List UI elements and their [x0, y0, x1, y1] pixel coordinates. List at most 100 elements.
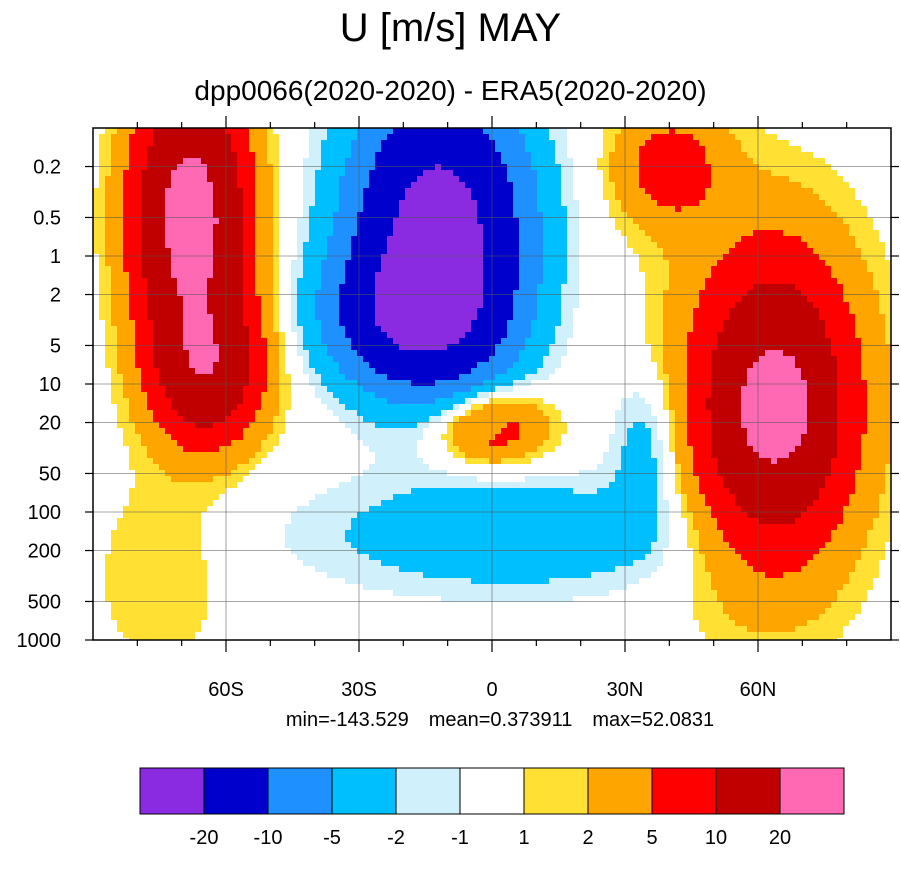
- contour-cell: [699, 140, 742, 147]
- contour-cell: [537, 368, 556, 375]
- colorbar-label: -20: [190, 827, 219, 849]
- contour-cell: [327, 572, 424, 579]
- contour-cell: [243, 296, 262, 303]
- contour-cell: [861, 254, 886, 261]
- contour-cell: [735, 242, 808, 249]
- contour-cell: [675, 482, 682, 489]
- contour-cell: [129, 134, 154, 141]
- contour-cell: [753, 284, 796, 291]
- contour-cell: [267, 134, 280, 141]
- contour-cell: [207, 506, 298, 513]
- contour-cell: [477, 362, 514, 369]
- contour-cell: [507, 176, 538, 183]
- contour-cell: [99, 170, 112, 177]
- contour-cell: [669, 392, 688, 399]
- contour-cell: [489, 134, 526, 141]
- contour-cell: [873, 272, 891, 279]
- contour-cell: [705, 494, 736, 501]
- contour-cell: [291, 374, 310, 381]
- y-tick-label: 50: [39, 463, 61, 485]
- contour-cell: [279, 230, 298, 237]
- contour-cell: [309, 500, 382, 507]
- contour-cell: [465, 452, 526, 459]
- y-tick-label: 20: [39, 413, 61, 435]
- contour-cell: [819, 194, 856, 201]
- contour-cell: [285, 524, 352, 531]
- contour-cell: [615, 566, 658, 573]
- contour-cell: [93, 326, 106, 333]
- contour-cell: [687, 500, 706, 507]
- contour-cell: [447, 344, 496, 351]
- contour-cell: [573, 332, 646, 339]
- contour-cell: [207, 596, 442, 603]
- contour-cell: [579, 236, 628, 243]
- contour-cell: [195, 638, 706, 640]
- contour-cell: [297, 554, 370, 561]
- contour-cell: [177, 164, 208, 171]
- contour-cell: [213, 206, 244, 213]
- contour-cell: [255, 212, 274, 219]
- contour-cell: [537, 170, 562, 177]
- contour-cell: [369, 182, 412, 189]
- contour-cell: [687, 338, 718, 345]
- contour-cell: [543, 272, 568, 279]
- contour-cell: [513, 194, 538, 201]
- contour-cell: [213, 182, 238, 189]
- contour-cell: [861, 608, 891, 615]
- contour-cell: [669, 542, 688, 549]
- contour-cell: [303, 242, 328, 249]
- contour-cell: [477, 392, 490, 399]
- contour-cell: [783, 350, 832, 357]
- contour-cell: [807, 398, 838, 405]
- contour-cell: [381, 326, 472, 333]
- contour-cell: [165, 206, 214, 213]
- contour-cell: [453, 416, 460, 423]
- contour-cell: [537, 188, 562, 195]
- contour-cell: [747, 428, 808, 435]
- contour-cell: [249, 134, 268, 141]
- contour-cell: [663, 332, 688, 339]
- contour-cell: [657, 374, 670, 381]
- contour-cell: [885, 326, 891, 333]
- contour-cell: [567, 266, 580, 273]
- contour-cell: [447, 422, 454, 429]
- contour-cell: [819, 614, 856, 621]
- contour-cell: [105, 338, 118, 345]
- contour-cell: [693, 608, 724, 615]
- contour-cell: [687, 374, 712, 381]
- contour-cell: [153, 326, 184, 333]
- contour-cell: [129, 638, 196, 640]
- contour-cell: [639, 254, 664, 261]
- contour-cell: [579, 266, 640, 273]
- contour-cell: [117, 362, 136, 369]
- contour-cell: [495, 140, 526, 147]
- contour-cell: [291, 308, 298, 315]
- contour-cell: [555, 338, 568, 345]
- contour-cell: [855, 482, 886, 489]
- contour-cell: [795, 518, 844, 525]
- contour-cell: [105, 596, 208, 603]
- contour-cell: [141, 386, 166, 393]
- contour-cell: [285, 536, 346, 543]
- contour-cell: [729, 314, 820, 321]
- contour-cell: [375, 278, 484, 285]
- contour-cell: [141, 230, 166, 237]
- contour-cell: [723, 254, 820, 261]
- contour-cell: [375, 314, 478, 321]
- contour-cell: [651, 440, 664, 447]
- contour-cell: [279, 434, 358, 441]
- contour-cell: [345, 266, 382, 273]
- contour-cell: [171, 170, 208, 177]
- contour-cell: [867, 266, 891, 273]
- contour-cell: [693, 518, 718, 525]
- contour-cell: [879, 302, 891, 309]
- contour-cell: [243, 212, 256, 219]
- colorbar-box: [459, 767, 525, 815]
- contour-cell: [543, 278, 568, 285]
- contour-cell: [645, 140, 700, 147]
- contour-cell: [723, 326, 826, 333]
- contour-cell: [639, 266, 670, 273]
- contour-cell: [279, 194, 304, 201]
- contour-cell: [303, 560, 382, 567]
- contour-cell: [711, 422, 742, 429]
